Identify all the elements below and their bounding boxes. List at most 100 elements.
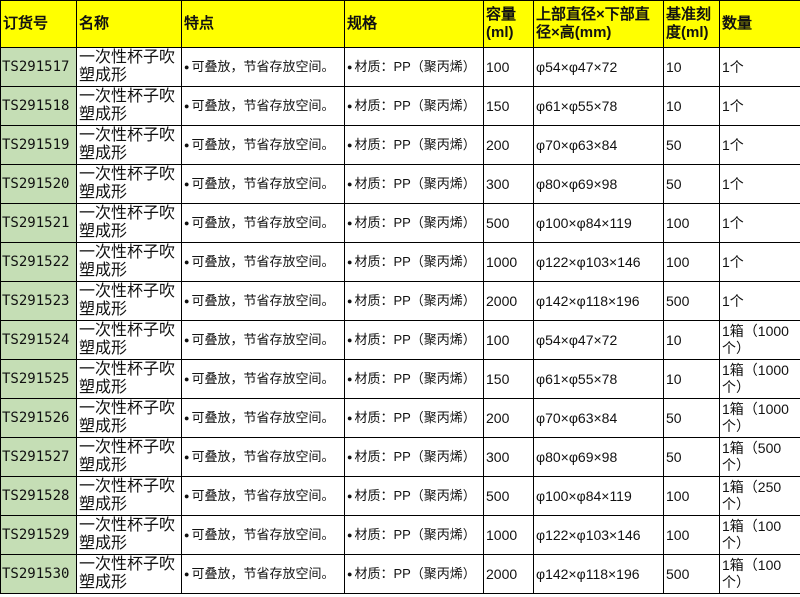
cell-capacity: 500 (483, 203, 534, 243)
cell-scale: 100 (663, 203, 720, 243)
bullet-icon: ● (347, 140, 353, 151)
cell-scale: 100 (663, 242, 720, 282)
cell-text: 材质：PP（聚丙烯） (354, 58, 476, 74)
cell-name: 一次性杯子吹塑成形 (76, 164, 182, 204)
cell-feature: ● 可叠放，节省存放空间。 (181, 359, 345, 399)
bullet-icon: ● (347, 257, 353, 268)
bullet-icon: ● (347, 569, 353, 580)
cell-quantity: 1箱（500个） (719, 437, 800, 477)
bullet-icon: ● (347, 101, 353, 112)
cell-capacity: 300 (483, 164, 534, 204)
cell-capacity: 200 (483, 125, 534, 165)
cell-feature: ● 可叠放，节省存放空间。 (181, 476, 345, 516)
cell-order-number: TS291518 (0, 86, 77, 126)
header-feature: 特点 (181, 0, 345, 48)
cell-feature: ● 可叠放，节省存放空间。 (181, 47, 345, 87)
cell-order-number: TS291524 (0, 320, 77, 360)
cell-scale: 500 (663, 281, 720, 321)
cell-dimensions: φ100×φ84×119 (533, 476, 664, 516)
table-row: TS291530 一次性杯子吹塑成形 ● 可叠放，节省存放空间。 ● 材质：PP（聚丙烯）… (0, 554, 800, 594)
cell-feature: ● 可叠放，节省存放空间。 (181, 125, 345, 165)
bullet-icon: ● (184, 296, 190, 307)
bullet-icon: ● (347, 335, 353, 346)
cell-capacity: 1000 (483, 242, 534, 282)
cell-name: 一次性杯子吹塑成形 (76, 242, 182, 282)
cell-feature: ● 可叠放，节省存放空间。 (181, 437, 345, 477)
bullet-icon: ● (347, 374, 353, 385)
cell-dimensions: φ61×φ55×78 (533, 359, 664, 399)
cell-feature: ● 可叠放，节省存放空间。 (181, 515, 345, 555)
cell-name: 一次性杯子吹塑成形 (76, 320, 182, 360)
cell-text: 材质：PP（聚丙烯） (354, 526, 476, 542)
bullet-icon: ● (347, 413, 353, 424)
bullet-icon: ● (184, 179, 190, 190)
cell-order-number: TS291520 (0, 164, 77, 204)
cell-capacity: 200 (483, 398, 534, 438)
cell-scale: 50 (663, 164, 720, 204)
bullet-icon: ● (184, 530, 190, 541)
cell-dimensions: φ142×φ118×196 (533, 281, 664, 321)
cell-text: 可叠放，节省存放空间。 (191, 136, 335, 152)
cell-name: 一次性杯子吹塑成形 (76, 437, 182, 477)
cell-dimensions: φ122×φ103×146 (533, 515, 664, 555)
cell-text: 可叠放，节省存放空间。 (191, 97, 335, 113)
header-dimensions: 上部直径×下部直径×高(mm) (533, 0, 664, 48)
cell-text: 可叠放，节省存放空间。 (191, 448, 335, 464)
cell-dimensions: φ142×φ118×196 (533, 554, 664, 594)
bullet-icon: ● (184, 257, 190, 268)
header-scale: 基准刻度(ml) (663, 0, 720, 48)
cell-spec: ● 材质：PP（聚丙烯） (344, 515, 484, 555)
cell-dimensions: φ100×φ84×119 (533, 203, 664, 243)
bullet-icon: ● (347, 452, 353, 463)
cell-quantity: 1个 (719, 203, 800, 243)
table-row: TS291521 一次性杯子吹塑成形 ● 可叠放，节省存放空间。 ● 材质：PP（聚丙烯）… (0, 203, 800, 243)
cell-text: 可叠放，节省存放空间。 (191, 409, 335, 425)
cell-text: 材质：PP（聚丙烯） (354, 292, 476, 308)
cell-capacity: 150 (483, 359, 534, 399)
table-row: TS291518 一次性杯子吹塑成形 ● 可叠放，节省存放空间。 ● 材质：PP（聚丙烯）… (0, 86, 800, 126)
cell-text: 材质：PP（聚丙烯） (354, 97, 476, 113)
cell-text: 材质：PP（聚丙烯） (354, 487, 476, 503)
cell-text: 材质：PP（聚丙烯） (354, 409, 476, 425)
cell-feature: ● 可叠放，节省存放空间。 (181, 203, 345, 243)
bullet-icon: ● (347, 491, 353, 502)
bullet-icon: ● (184, 62, 190, 73)
cell-text: 可叠放，节省存放空间。 (191, 526, 335, 542)
cell-dimensions: φ70×φ63×84 (533, 398, 664, 438)
header-spec: 规格 (344, 0, 484, 48)
cell-quantity: 1个 (719, 242, 800, 282)
cell-scale: 100 (663, 476, 720, 516)
cell-quantity: 1个 (719, 164, 800, 204)
cell-scale: 10 (663, 47, 720, 87)
cell-quantity: 1个 (719, 86, 800, 126)
cell-quantity: 1箱（1000个） (719, 398, 800, 438)
cell-text: 材质：PP（聚丙烯） (354, 136, 476, 152)
cell-spec: ● 材质：PP（聚丙烯） (344, 320, 484, 360)
header-order-number: 订货号 (0, 0, 77, 48)
cell-spec: ● 材质：PP（聚丙烯） (344, 125, 484, 165)
cell-text: 可叠放，节省存放空间。 (191, 58, 335, 74)
cell-name: 一次性杯子吹塑成形 (76, 359, 182, 399)
cell-name: 一次性杯子吹塑成形 (76, 47, 182, 87)
cell-quantity: 1箱（1000个） (719, 359, 800, 399)
bullet-icon: ● (184, 101, 190, 112)
cell-feature: ● 可叠放，节省存放空间。 (181, 320, 345, 360)
cell-spec: ● 材质：PP（聚丙烯） (344, 437, 484, 477)
cell-order-number: TS291526 (0, 398, 77, 438)
cell-text: 可叠放，节省存放空间。 (191, 214, 335, 230)
bullet-icon: ● (184, 140, 190, 151)
cell-text: 可叠放，节省存放空间。 (191, 331, 335, 347)
cell-dimensions: φ70×φ63×84 (533, 125, 664, 165)
cell-order-number: TS291517 (0, 47, 77, 87)
cell-text: 可叠放，节省存放空间。 (191, 370, 335, 386)
cell-feature: ● 可叠放，节省存放空间。 (181, 86, 345, 126)
bullet-icon: ● (184, 335, 190, 346)
cell-text: 材质：PP（聚丙烯） (354, 331, 476, 347)
cell-order-number: TS291530 (0, 554, 77, 594)
cell-quantity: 1个 (719, 281, 800, 321)
bullet-icon: ● (347, 530, 353, 541)
cell-spec: ● 材质：PP（聚丙烯） (344, 476, 484, 516)
table-row: TS291526 一次性杯子吹塑成形 ● 可叠放，节省存放空间。 ● 材质：PP（聚丙烯）… (0, 398, 800, 438)
cell-dimensions: φ54×φ47×72 (533, 47, 664, 87)
